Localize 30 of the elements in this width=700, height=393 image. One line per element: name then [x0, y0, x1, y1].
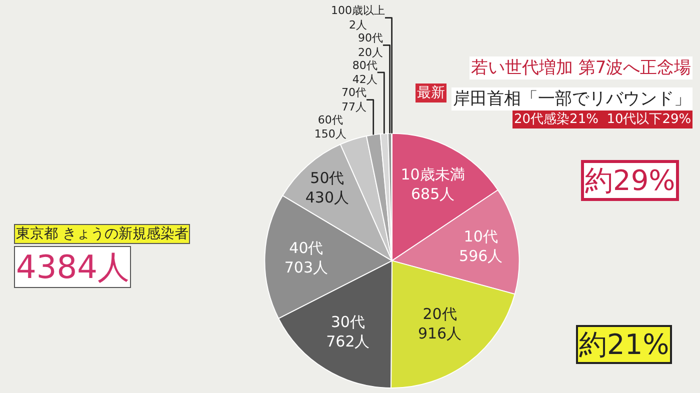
text: 4384人 — [16, 248, 130, 286]
data-label: 685人 — [410, 185, 455, 204]
text: 約21% — [579, 328, 670, 361]
text: 最新 — [417, 85, 445, 101]
slice-label: 80代 — [352, 58, 378, 72]
data-label: 150人 — [314, 128, 346, 141]
data-label: 42人 — [352, 73, 378, 86]
slice-label: 10歳未満 — [400, 166, 465, 184]
data-label: 703人 — [284, 258, 328, 277]
data-label: 20人 — [358, 46, 383, 59]
data-label: 916人 — [418, 324, 462, 342]
slice-label: 50代 — [310, 168, 344, 187]
slice-label: 60代 — [318, 113, 343, 126]
text: 岸田首相「一部でリバウンド」 — [453, 89, 691, 109]
slice-label: 90代 — [358, 32, 383, 45]
text: 約29% — [585, 164, 676, 197]
text: 20代感染21% 10代以下29% — [514, 112, 692, 127]
slice-label: 30代 — [330, 313, 365, 332]
text: 若い世代増加 第7波へ正念場 — [471, 58, 692, 78]
slice-label: 10代 — [464, 227, 498, 246]
text: 東京都 きょうの新規感染者 — [16, 226, 188, 242]
data-label: 596人 — [459, 246, 503, 265]
slice-label: 100歳以上 — [330, 4, 385, 18]
data-label: 430人 — [305, 188, 350, 206]
slice-label: 70代 — [342, 86, 367, 100]
slice-label: 20代 — [422, 304, 457, 323]
data-label: 2人 — [348, 18, 367, 32]
data-label: 77人 — [342, 100, 367, 114]
slice-label: 40代 — [289, 239, 324, 258]
data-label: 762人 — [326, 332, 370, 351]
